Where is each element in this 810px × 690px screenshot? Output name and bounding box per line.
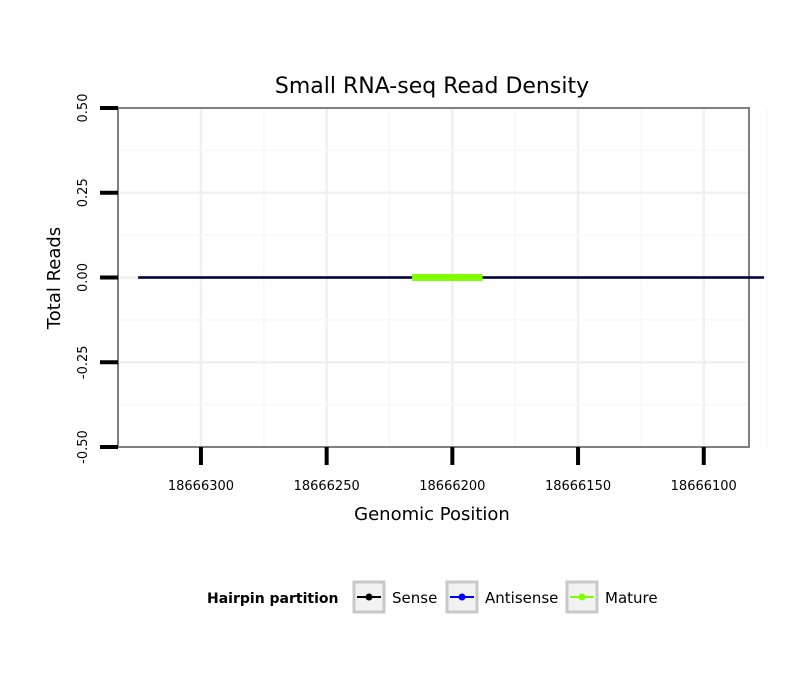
y-tick-label: 0.25: [76, 178, 91, 207]
legend-key-point: [578, 593, 586, 601]
legend-item-mature: Mature: [565, 580, 658, 614]
legend-label: Sense: [392, 589, 437, 607]
legend-key-point: [458, 593, 466, 601]
y-tick-label: 0.00: [76, 263, 91, 292]
chart-title: Small RNA-seq Read Density: [275, 74, 589, 99]
y-axis-title: Total Reads: [44, 227, 65, 330]
x-axis-ticks: 18666300 18666250 18666200 18666150 18666100: [168, 447, 737, 494]
legend-label: Antisense: [485, 589, 558, 607]
y-axis-ticks: -0.50 -0.25 0.00 0.25 0.50: [76, 94, 118, 464]
x-tick-label: 18666300: [168, 479, 234, 494]
legend-item-antisense: Antisense: [445, 580, 558, 614]
x-axis-title: Genomic Position: [354, 504, 510, 525]
y-tick-label: -0.25: [76, 345, 91, 379]
x-tick-label: 18666150: [545, 479, 611, 494]
legend-key-point: [365, 593, 373, 601]
legend-title: Hairpin partition: [207, 591, 338, 607]
y-tick-label: -0.50: [76, 430, 91, 464]
legend-label: Mature: [605, 589, 658, 607]
legend: Hairpin partition Sense Antisense Mature: [207, 580, 658, 614]
legend-item-sense: Sense: [352, 580, 437, 614]
x-tick-label: 18666250: [294, 479, 360, 494]
y-tick-label: 0.50: [76, 94, 91, 123]
x-tick-label: 18666100: [671, 479, 737, 494]
x-tick-label: 18666200: [419, 479, 485, 494]
